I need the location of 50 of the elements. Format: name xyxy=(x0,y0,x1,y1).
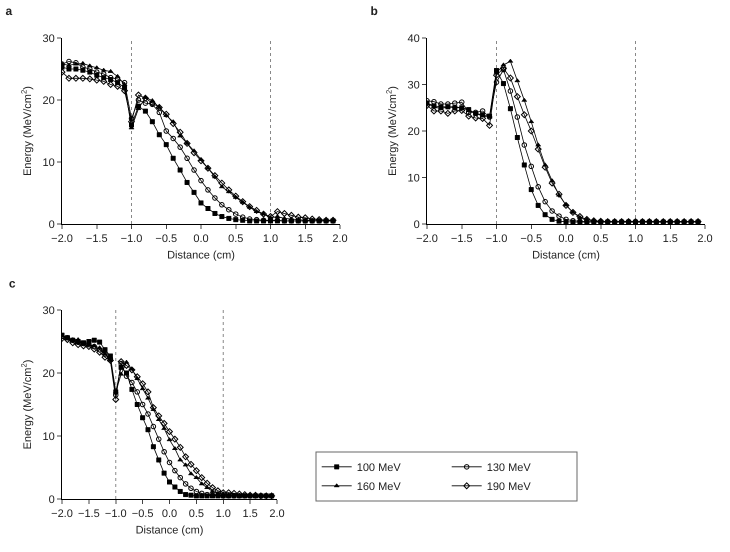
y-tick-label: 40 xyxy=(408,32,420,45)
y-tick-label: 0 xyxy=(48,494,55,506)
y-tick-label: 20 xyxy=(408,126,420,138)
x-tick-label: −2.0 xyxy=(416,233,438,246)
y-tick-label: 10 xyxy=(42,156,55,169)
x-tick-label: 2.0 xyxy=(697,233,713,246)
x-axis-title: Distance (cm) xyxy=(136,524,204,536)
chart-title: c xyxy=(8,276,16,290)
x-tick-label: 1.5 xyxy=(242,508,258,520)
y-tick-label: 10 xyxy=(408,172,420,184)
x-tick-label: 2.0 xyxy=(269,508,285,520)
x-tick-label: 0.5 xyxy=(593,233,608,246)
x-axis-title: Distance (cm) xyxy=(167,249,235,262)
x-tick-label: 0.5 xyxy=(188,508,204,520)
chart-title: b xyxy=(370,4,378,18)
y-tick-label: 0 xyxy=(414,218,420,231)
y-tick-label: 20 xyxy=(42,368,55,380)
legend-label: 160 MeV xyxy=(356,481,402,494)
legend-label: 190 MeV xyxy=(486,481,532,494)
legend-label: 130 MeV xyxy=(486,462,532,474)
x-tick-label: 0.0 xyxy=(162,508,178,520)
y-tick-label: 10 xyxy=(42,430,55,443)
y-tick-label: 30 xyxy=(408,79,420,92)
x-tick-label: 1.5 xyxy=(662,233,678,246)
x-tick-label: −0.5 xyxy=(520,233,542,246)
x-tick-label: −2.0 xyxy=(51,233,73,246)
x-tick-label: −2.0 xyxy=(51,508,73,520)
x-axis-title: Distance (cm) xyxy=(532,249,600,262)
x-tick-label: 1.0 xyxy=(216,508,231,520)
x-tick-label: 2.0 xyxy=(332,233,348,246)
x-tick-label: 0.0 xyxy=(558,233,574,246)
x-tick-label: 1.5 xyxy=(298,233,313,246)
y-tick-label: 0 xyxy=(48,218,55,231)
y-tick-label: 30 xyxy=(42,32,55,45)
x-tick-label: −1.5 xyxy=(78,508,100,520)
chart-title: a xyxy=(5,4,12,18)
x-tick-label: −1.0 xyxy=(104,508,127,520)
x-tick-label: −1.5 xyxy=(86,233,108,246)
x-tick-label: 0.5 xyxy=(228,233,244,246)
y-tick-label: 30 xyxy=(42,304,55,317)
x-tick-label: −0.5 xyxy=(132,508,154,520)
x-tick-label: 1.0 xyxy=(628,233,644,246)
x-tick-label: −1.0 xyxy=(120,233,142,246)
x-tick-label: 1.0 xyxy=(262,233,278,246)
x-tick-label: −1.0 xyxy=(486,233,508,246)
x-tick-label: −0.5 xyxy=(155,233,178,246)
x-tick-label: 0.0 xyxy=(193,233,209,246)
legend-label: 100 MeV xyxy=(356,462,402,474)
x-tick-label: −1.5 xyxy=(450,233,473,246)
y-tick-label: 20 xyxy=(42,94,55,107)
